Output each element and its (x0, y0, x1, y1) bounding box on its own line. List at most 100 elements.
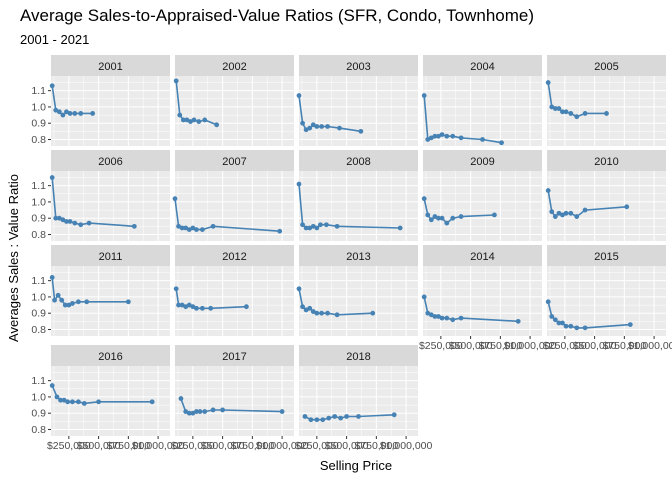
data-point (176, 302, 181, 308)
facet-strip (547, 150, 666, 171)
x-tick-label: $250,000 (543, 340, 587, 352)
data-point (300, 222, 305, 228)
data-point (439, 215, 445, 221)
data-point (59, 297, 65, 303)
data-point (444, 220, 450, 226)
data-point (450, 133, 456, 139)
data-point (86, 220, 92, 226)
data-point (563, 323, 569, 329)
data-point (96, 399, 101, 405)
data-point (563, 109, 569, 115)
panel-background (175, 76, 294, 146)
data-point (432, 133, 438, 139)
data-point (194, 227, 199, 233)
facet-panel-2005: 2005 (545, 55, 666, 146)
data-point (545, 188, 551, 193)
data-point (549, 209, 555, 215)
data-point (78, 111, 84, 116)
data-point (310, 309, 316, 314)
data-point (149, 399, 155, 405)
facet-label: 2015 (594, 251, 618, 263)
data-point (72, 220, 78, 226)
data-point (325, 310, 330, 316)
data-point (545, 80, 551, 85)
facet-strip (175, 55, 294, 76)
facet-strip (51, 55, 170, 76)
x-tick-label: $1,000,000 (256, 440, 309, 452)
x-tick-label: $500,000 (77, 440, 121, 452)
y-tick-label: 1.1 (31, 375, 46, 387)
data-point (358, 128, 364, 134)
x-tick-label: $750,000 (106, 440, 150, 452)
data-point (67, 111, 73, 116)
data-point (194, 305, 199, 311)
data-point (84, 299, 90, 305)
chart-subtitle: 2001 - 2021 (20, 32, 90, 47)
data-point (210, 223, 216, 229)
data-point (65, 399, 71, 405)
x-tick-label: $500,000 (325, 440, 369, 452)
data-point (49, 274, 55, 280)
y-tick-label: 0.8 (31, 229, 46, 241)
y-tick-label: 1.1 (31, 180, 46, 192)
y-tick-label: 0.9 (31, 213, 46, 225)
data-point (90, 111, 96, 116)
data-point (432, 314, 438, 319)
facet-strip (175, 150, 294, 171)
data-point (214, 122, 220, 128)
data-point (568, 323, 574, 329)
data-point (444, 315, 450, 321)
data-point (131, 223, 137, 229)
facet-label: 2007 (222, 156, 246, 168)
data-point (191, 117, 197, 123)
facet-panel-2016: 2016 0.8 0.9 1.0 1.1 $250,000$500,000$750,000… (31, 345, 185, 452)
data-point (492, 212, 497, 218)
data-point (338, 415, 344, 421)
data-point (549, 104, 555, 110)
y-tick-label: 0.9 (31, 118, 46, 130)
data-point (183, 225, 189, 231)
facet-strip (299, 150, 418, 171)
data-point (334, 312, 340, 318)
data-point (444, 133, 450, 139)
data-point (391, 412, 397, 418)
data-point (55, 292, 61, 298)
data-point (173, 286, 179, 292)
y-tick-label: 1.0 (31, 391, 46, 403)
facet-panel-2003: 2003 (296, 55, 418, 146)
data-point (125, 299, 131, 305)
facet-strip (175, 345, 294, 366)
chart-title: Average Sales-to-Appraised-Value Ratios … (20, 6, 535, 25)
panel-background (299, 366, 418, 436)
data-point (439, 315, 445, 321)
facet-strip (423, 150, 542, 171)
data-point (549, 314, 555, 319)
data-point (190, 410, 196, 416)
data-point (66, 302, 72, 308)
data-point (70, 301, 75, 306)
data-point (184, 117, 190, 123)
facet-strip (299, 55, 418, 76)
data-point (210, 407, 216, 413)
data-point (64, 109, 69, 115)
facet-label: 2018 (346, 351, 370, 363)
facet-strip (299, 345, 418, 366)
facet-panel-2002: 2002 (173, 55, 294, 146)
facet-panel-2015: 2015 $250,000$500,000$750,000$1,000,000 (543, 245, 672, 352)
data-point (186, 302, 192, 308)
facet-strip (423, 245, 542, 266)
data-point (296, 93, 302, 98)
data-point (202, 117, 208, 123)
facet-panel-2004: 2004 (421, 55, 542, 146)
data-point (560, 320, 565, 326)
data-point (180, 117, 186, 123)
facet-strip (299, 245, 418, 266)
x-tick-label: $1,000,000 (628, 340, 672, 352)
panel-background (175, 266, 294, 336)
facet-label: 2005 (594, 61, 618, 73)
data-point (560, 109, 565, 115)
facet-panel-2017: 2017 $250,000$500,000$750,000$1,000,000 (171, 345, 309, 452)
data-point (314, 225, 320, 231)
data-point (303, 307, 309, 313)
x-tick-label: $1,000,000 (504, 340, 557, 352)
